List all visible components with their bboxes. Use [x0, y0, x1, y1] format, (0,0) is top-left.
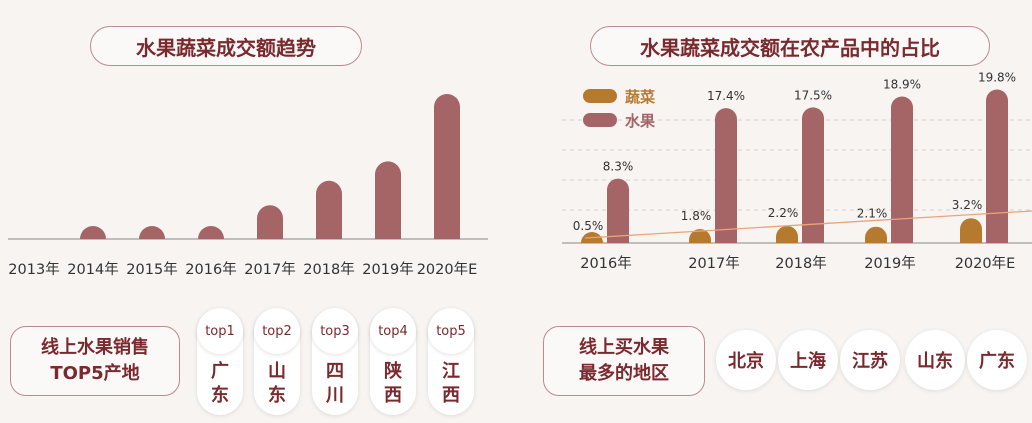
right-chart-trend-line: [584, 210, 1032, 239]
top-buyer-region-city: 广东: [967, 330, 1027, 390]
top5-origin-city: 四川: [312, 360, 358, 408]
right-chart-label-fruit: 18.9%: [883, 78, 921, 92]
top-buyer-region-city: 上海: [778, 330, 838, 390]
top5-origin-city-char: 川: [326, 385, 344, 406]
left-chart-bar: [375, 161, 401, 239]
top5-origin-city-char: 山: [268, 361, 286, 382]
right-chart-label-fruit: 19.8%: [978, 71, 1016, 85]
right-chart-x-tick: 2017年: [688, 255, 739, 272]
right-chart-bar-vegetable: [689, 229, 711, 243]
left-chart-bar: [80, 226, 106, 239]
right-chart-label-fruit: 8.3%: [603, 160, 634, 174]
legend-swatch: [583, 113, 617, 127]
right-chart-bar-vegetable: [960, 218, 982, 243]
right-chart-title: 水果蔬菜成交额在农产品中的占比: [590, 26, 990, 66]
left-chart-bar: [257, 205, 283, 239]
left-chart-x-tick: 2017年: [244, 261, 295, 278]
top5-rank-badge: top4: [370, 308, 416, 354]
right-chart-bar-fruit: [802, 107, 824, 243]
right-chart-x-tick: 2019年: [864, 255, 915, 272]
top5-origin-label-line1: 线上水果销售: [41, 337, 149, 358]
top-buyer-region-city: 北京: [716, 330, 776, 390]
right-chart-label-fruit: 17.5%: [794, 88, 832, 102]
right-chart-bar-fruit: [891, 96, 913, 243]
left-chart-x-tick: 2014年: [67, 261, 118, 278]
right-chart-bar-vegetable: [776, 225, 798, 243]
right-bar-chart: 0.5% 8.3% 2016年 1.8% 17.4% 2017年 2.2% 17.5% 2018…: [562, 71, 1032, 272]
right-chart-label-vegetable: 2.1%: [857, 207, 888, 221]
right-chart-x-tick: 2018年: [775, 255, 826, 272]
right-chart-x-tick: 2020年E: [955, 255, 1016, 272]
right-chart-bar-fruit: [715, 108, 737, 244]
left-chart-x-tick: 2016年: [185, 261, 236, 278]
legend-label: 蔬菜: [625, 88, 655, 106]
right-chart-bar-fruit: [986, 89, 1008, 243]
top-buyer-region-city: 山东: [905, 330, 965, 390]
right-chart-label-vegetable: 0.5%: [573, 219, 604, 233]
left-chart-x-tick: 2020年E: [417, 261, 478, 278]
top5-origin-city-char: 西: [384, 385, 402, 406]
right-chart-label-vegetable: 1.8%: [681, 209, 712, 223]
top5-origin-city-char: 陕: [384, 361, 402, 382]
top5-origin-city-char: 广: [211, 361, 229, 382]
right-chart-label-fruit: 17.4%: [707, 89, 745, 103]
left-chart-bar: [434, 94, 460, 239]
left-chart-x-tick: 2019年: [362, 261, 413, 278]
top-buyer-region-label-line1: 线上买水果: [579, 337, 669, 358]
top5-rank-badge: top2: [254, 308, 300, 354]
right-chart-bar-fruit: [607, 178, 629, 243]
top5-origin-city-char: 东: [268, 385, 286, 406]
top-buyer-region-label: 线上买水果 最多的地区: [543, 326, 705, 396]
legend-label: 水果: [625, 112, 656, 130]
top5-origin-city: 江西: [428, 360, 474, 408]
top5-origin-city: 山东: [254, 360, 300, 408]
right-chart-label-vegetable: 3.2%: [952, 198, 983, 212]
top5-rank-badge: top1: [197, 308, 243, 354]
top5-origin-label: 线上水果销售 TOP5产地: [10, 326, 180, 396]
right-chart-label-vegetable: 2.2%: [768, 206, 799, 220]
left-chart-bar: [198, 226, 224, 239]
top5-origin-city: 广东: [197, 360, 243, 408]
top-buyer-region-city: 江苏: [840, 330, 900, 390]
left-chart-title: 水果蔬菜成交额趋势: [90, 26, 362, 66]
top5-origin-label-line2: TOP5产地: [50, 363, 140, 384]
top5-origin-city: 陕西: [370, 360, 416, 408]
top-buyer-region-label-line2: 最多的地区: [579, 363, 669, 384]
top5-origin-city-char: 东: [211, 385, 229, 406]
left-chart-x-tick: 2018年: [303, 261, 354, 278]
left-chart-x-tick: 2015年: [126, 261, 177, 278]
right-chart-bar-vegetable: [865, 226, 887, 243]
top5-origin-city-char: 西: [442, 385, 460, 406]
top5-origin-city-char: 江: [442, 361, 460, 382]
left-chart-bar: [316, 180, 342, 239]
left-bar-chart: 2013年 2014年 2015年 2016年 2017年 2018年 2019年 2020年…: [8, 94, 488, 278]
left-chart-x-tick: 2013年: [8, 261, 59, 278]
left-chart-bar: [139, 226, 165, 239]
legend-swatch: [583, 89, 617, 103]
top5-origin-city-char: 四: [326, 361, 344, 382]
top5-rank-badge: top3: [312, 308, 358, 354]
top5-rank-badge: top5: [428, 308, 474, 354]
right-chart-x-tick: 2016年: [580, 255, 631, 272]
